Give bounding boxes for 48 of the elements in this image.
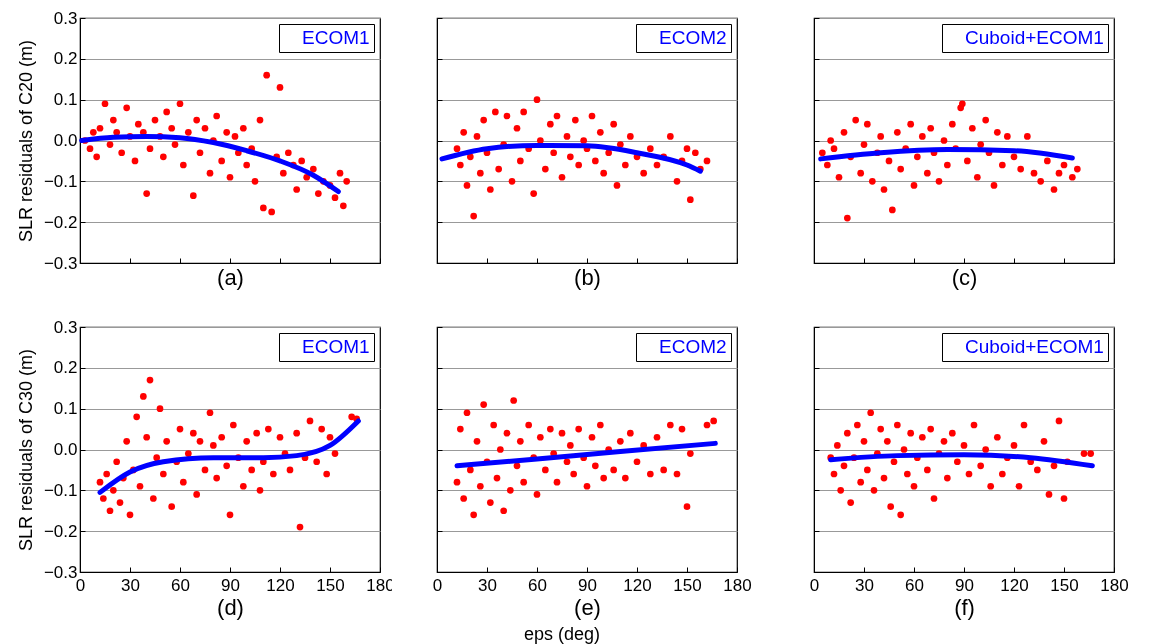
x-axis-title: (b) [574,265,601,290]
y-tick-label: 0.1 [53,399,78,419]
x-tick-label: 60 [171,575,190,595]
x-axis-title: (c) [951,265,978,290]
text: Cuboid+ECOM1 [965,26,1104,48]
text: Cuboid+ECOM1 [965,335,1104,357]
x-tick-label: 0 [432,575,443,595]
text: eps (deg) [523,624,601,644]
text: ECOM1 [302,26,370,48]
x-tick-label: 150 [1050,575,1079,595]
x-tick-label: 180 [723,575,752,595]
x-axis-title: (e) [574,594,601,620]
x-tick-label: 60 [528,575,547,595]
x-tick-label: 30 [855,575,874,595]
y-tick-label: 0.0 [53,131,78,150]
x-axis-title: (a) [217,265,244,290]
x-tick-label: 90 [955,575,974,595]
x-tick-label: 150 [316,575,345,595]
x-tick-label: 0 [809,575,820,595]
x-tick-label: 120 [1000,575,1029,595]
y-tick-label: 0.3 [53,8,78,28]
x-tick-label: 60 [905,575,924,595]
x-tick-label: 90 [221,575,240,595]
y-tick-label: −0.2 [43,212,78,232]
x-tick-label: 180 [1100,575,1129,595]
y-tick-label: 0.2 [53,49,78,69]
y-tick-label: 0.0 [53,440,78,459]
y-tick-label: 0.2 [53,358,78,378]
y-axis-title: SLR residuals of C20 (m) [15,39,36,243]
x-axis-title: (f) [954,594,975,620]
x-tick-label: 30 [478,575,497,595]
y-tick-label: −0.1 [43,171,78,191]
x-axis-title: (d) [217,594,244,620]
x-tick-label: 30 [121,575,140,595]
x-tick-label: 120 [266,575,295,595]
y-tick-label: 0.3 [53,317,78,337]
y-tick-label: −0.2 [43,521,78,541]
text: ECOM2 [659,335,727,357]
x-tick-label: 90 [578,575,597,595]
y-tick-label: 0.1 [53,90,78,110]
text: ECOM1 [302,335,370,357]
y-axis-title: SLR residuals of C30 (m) [15,348,36,552]
text: ECOM2 [659,26,727,48]
x-tick-label: 150 [673,575,702,595]
x-tick-label: 120 [623,575,652,595]
y-tick-label: −0.3 [43,253,78,273]
y-tick-label: −0.3 [43,562,78,582]
y-tick-label: −0.1 [43,480,78,500]
